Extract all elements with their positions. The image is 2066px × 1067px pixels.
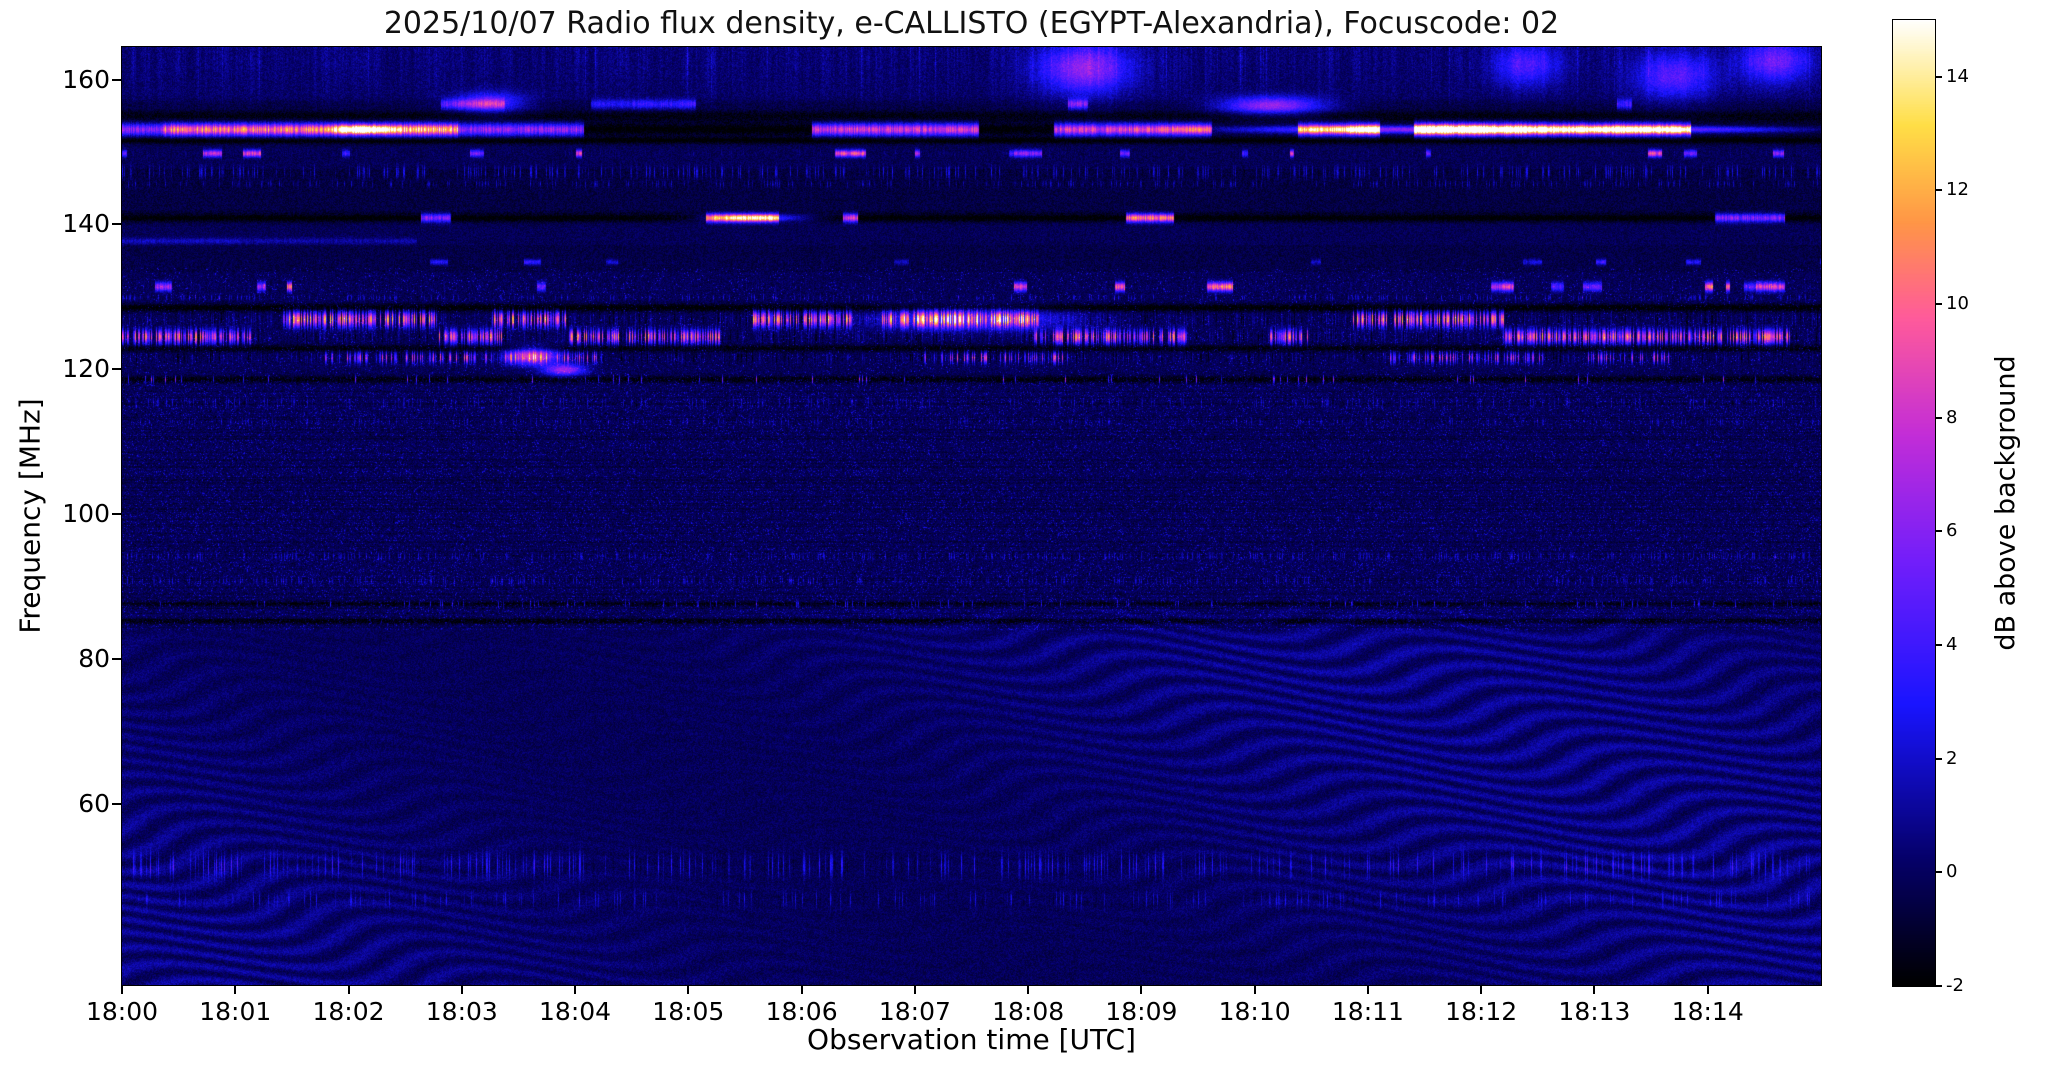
colorbar-tick-label: 12 (1946, 179, 1969, 201)
colorbar-tick-label: 14 (1946, 65, 1969, 87)
colorbar-tick-mark (1935, 416, 1942, 419)
colorbar-tick-label: 2 (1946, 747, 1958, 769)
x-tick-mark (121, 985, 123, 994)
y-tick-mark (112, 513, 122, 516)
y-tick-label: 120 (62, 354, 110, 384)
plot-area (121, 46, 1822, 986)
y-tick-mark (112, 658, 122, 661)
colorbar-tick-label: 0 (1946, 861, 1958, 883)
x-tick-mark (1593, 985, 1596, 994)
x-tick-label: 18:04 (539, 997, 612, 1026)
colorbar-tick-label: -2 (1946, 975, 1964, 996)
x-tick-label: 18:06 (765, 997, 838, 1026)
x-tick-label: 18:01 (199, 997, 272, 1026)
y-tick-label: 160 (62, 64, 110, 94)
x-tick-label: 18:08 (992, 997, 1065, 1026)
x-tick-mark (1706, 985, 1709, 994)
x-tick-mark (1027, 985, 1030, 994)
y-tick-mark (112, 78, 122, 81)
x-tick-label: 18:03 (425, 997, 498, 1026)
x-tick-mark (1480, 985, 1483, 994)
colorbar-tick-label: 4 (1946, 634, 1958, 656)
x-tick-mark (913, 985, 916, 994)
colorbar-tick-mark (1935, 530, 1942, 533)
x-tick-mark (687, 985, 690, 994)
colorbar-tick-mark (1935, 757, 1942, 760)
chart-title: 2025/10/07 Radio flux density, e-CALLIST… (383, 6, 1560, 41)
spectrogram-canvas (122, 47, 1821, 985)
x-tick-label: 18:05 (652, 997, 725, 1026)
colorbar-tick-mark (1935, 303, 1942, 306)
x-tick-label: 18:09 (1105, 997, 1178, 1026)
y-tick-label: 100 (62, 499, 110, 529)
x-tick-label: 18:12 (1445, 997, 1518, 1026)
colorbar-tick-mark (1935, 985, 1942, 987)
colorbar-tick-mark (1935, 75, 1942, 78)
x-tick-mark (800, 985, 803, 994)
colorbar-tick-label: 6 (1946, 520, 1958, 542)
x-tick-mark (574, 985, 577, 994)
colorbar-tick-mark (1935, 189, 1942, 192)
x-tick-label: 18:13 (1558, 997, 1631, 1026)
x-tick-mark (1366, 985, 1369, 994)
colorbar-tick-mark (1935, 644, 1942, 647)
x-tick-label: 18:07 (878, 997, 951, 1026)
y-tick-label: 140 (62, 209, 110, 239)
colorbar (1892, 19, 1936, 987)
x-tick-mark (347, 985, 350, 994)
x-tick-mark (234, 985, 237, 994)
colorbar-label: dB above background (1990, 355, 2022, 651)
x-tick-mark (1140, 985, 1143, 994)
x-tick-mark (1253, 985, 1256, 994)
x-tick-label: 18:14 (1671, 997, 1744, 1026)
y-tick-mark (112, 802, 122, 805)
colorbar-tick-mark (1935, 871, 1942, 874)
x-tick-label: 18:10 (1218, 997, 1291, 1026)
x-axis-label: Observation time [UTC] (807, 1023, 1136, 1056)
y-tick-mark (112, 368, 122, 371)
x-tick-label: 18:00 (85, 997, 159, 1026)
x-tick-mark (460, 985, 463, 994)
x-tick-label: 18:11 (1331, 997, 1404, 1026)
colorbar-tick-label: 8 (1946, 406, 1958, 428)
y-tick-mark (112, 223, 122, 226)
colorbar-tick-label: 10 (1946, 293, 1969, 315)
y-tick-label: 80 (78, 644, 110, 674)
colorbar-canvas (1893, 20, 1935, 986)
x-tick-label: 18:02 (312, 997, 385, 1026)
y-tick-label: 60 (78, 788, 110, 818)
